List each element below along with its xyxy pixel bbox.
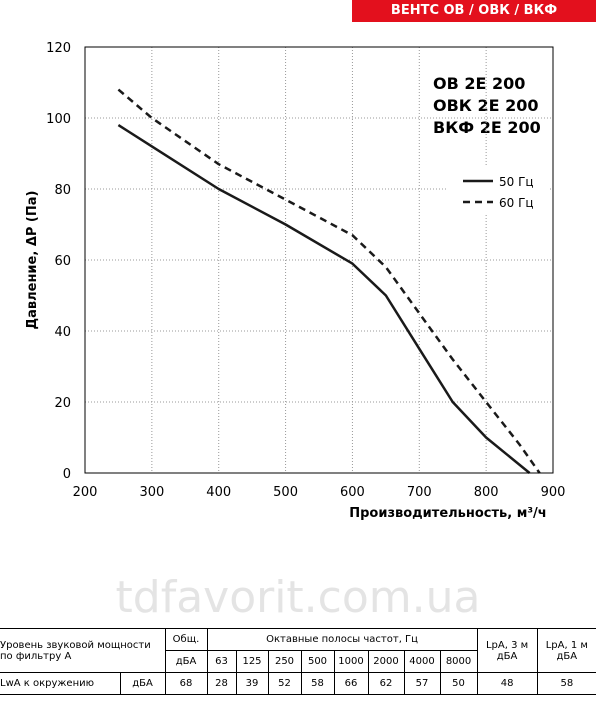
header-cell: 8000 [439, 650, 478, 673]
cell: 58 [536, 672, 596, 695]
y-tick-label: 40 [54, 325, 71, 340]
row-label: Уровень звуковой мощности по фильтру А [0, 628, 166, 673]
header-cell: LpA, 1 м дБА [536, 628, 596, 673]
cell: 57 [403, 672, 441, 695]
cell: 62 [367, 672, 405, 695]
header-cell: 63 [206, 650, 237, 673]
x-tick-label: 500 [273, 485, 298, 500]
plot-frame [84, 46, 554, 474]
cell: 48 [476, 672, 538, 695]
cell: 50 [439, 672, 478, 695]
y-tick-label: 100 [46, 112, 71, 127]
header-cell: дБА [164, 650, 208, 673]
legend-label: 60 Гц [499, 196, 534, 210]
y-tick-label: 0 [63, 467, 71, 482]
x-tick-label: 900 [541, 485, 566, 500]
header-cell: 1000 [333, 650, 369, 673]
legend-box [448, 166, 548, 214]
annotation: ОВ 2Е 200 [433, 74, 525, 93]
header-cell: 2000 [367, 650, 405, 673]
y-tick-label: 80 [54, 183, 71, 198]
y-tick-label: 20 [54, 396, 71, 411]
x-tick-label: 200 [73, 485, 98, 500]
legend-label: 50 Гц [499, 175, 534, 189]
header-title: ВЕНТС ОВ / ОВК / ВКФ [352, 0, 596, 22]
x-tick-label: 400 [206, 485, 231, 500]
header-cell: 4000 [403, 650, 441, 673]
cell: дБА [119, 672, 166, 695]
watermark: tdfavorit.com.ua [116, 572, 481, 623]
cell: 58 [300, 672, 335, 695]
x-tick-label: 800 [474, 485, 499, 500]
header-cell: Общ. [164, 628, 208, 651]
cell: 66 [333, 672, 369, 695]
y-tick-label: 120 [46, 41, 71, 56]
x-tick-label: 700 [407, 485, 432, 500]
y-tick-label: 60 [54, 254, 71, 269]
annotation: ВКФ 2Е 200 [433, 118, 541, 137]
header-cell: 125 [235, 650, 269, 673]
y-axis-title: Давление, ΔP (Па) [25, 191, 40, 330]
cell: 52 [267, 672, 302, 695]
cell: 39 [235, 672, 269, 695]
annotation: ОВК 2Е 200 [433, 96, 538, 115]
sound-table: Уровень звуковой мощности по фильтру А О… [0, 628, 596, 695]
header-cell: Октавные полосы частот, Гц [206, 628, 478, 651]
x-tick-label: 600 [340, 485, 365, 500]
series-line [117, 88, 541, 474]
header-cell: LpA, 3 м дБА [476, 628, 538, 673]
cell: 68 [164, 672, 208, 695]
header-cell: 250 [267, 650, 302, 673]
cell: 28 [206, 672, 237, 695]
header-cell: 500 [300, 650, 335, 673]
row-label: LwA к окружению [0, 672, 121, 695]
series-line [117, 124, 531, 474]
chart: Давление, ΔP (Па) Производительность, м³… [25, 41, 566, 623]
x-axis-title: Производительность, м³/ч [349, 506, 546, 521]
x-tick-label: 300 [139, 485, 164, 500]
